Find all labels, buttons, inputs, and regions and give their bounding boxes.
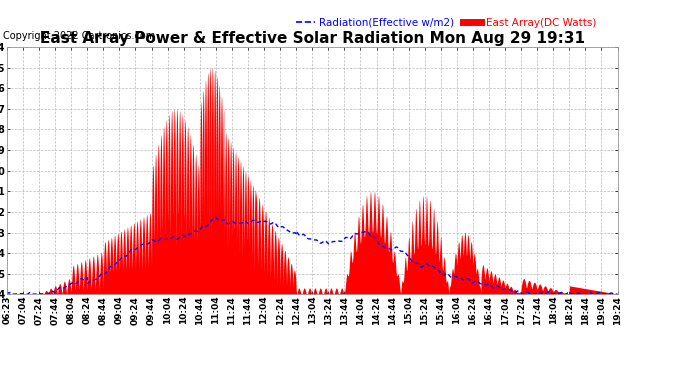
Text: Copyright 2022 Cartronics.com: Copyright 2022 Cartronics.com	[3, 32, 156, 41]
Title: East Array Power & Effective Solar Radiation Mon Aug 29 19:31: East Array Power & Effective Solar Radia…	[40, 31, 584, 46]
Legend: Radiation(Effective w/m2), East Array(DC Watts): Radiation(Effective w/m2), East Array(DC…	[292, 14, 600, 32]
